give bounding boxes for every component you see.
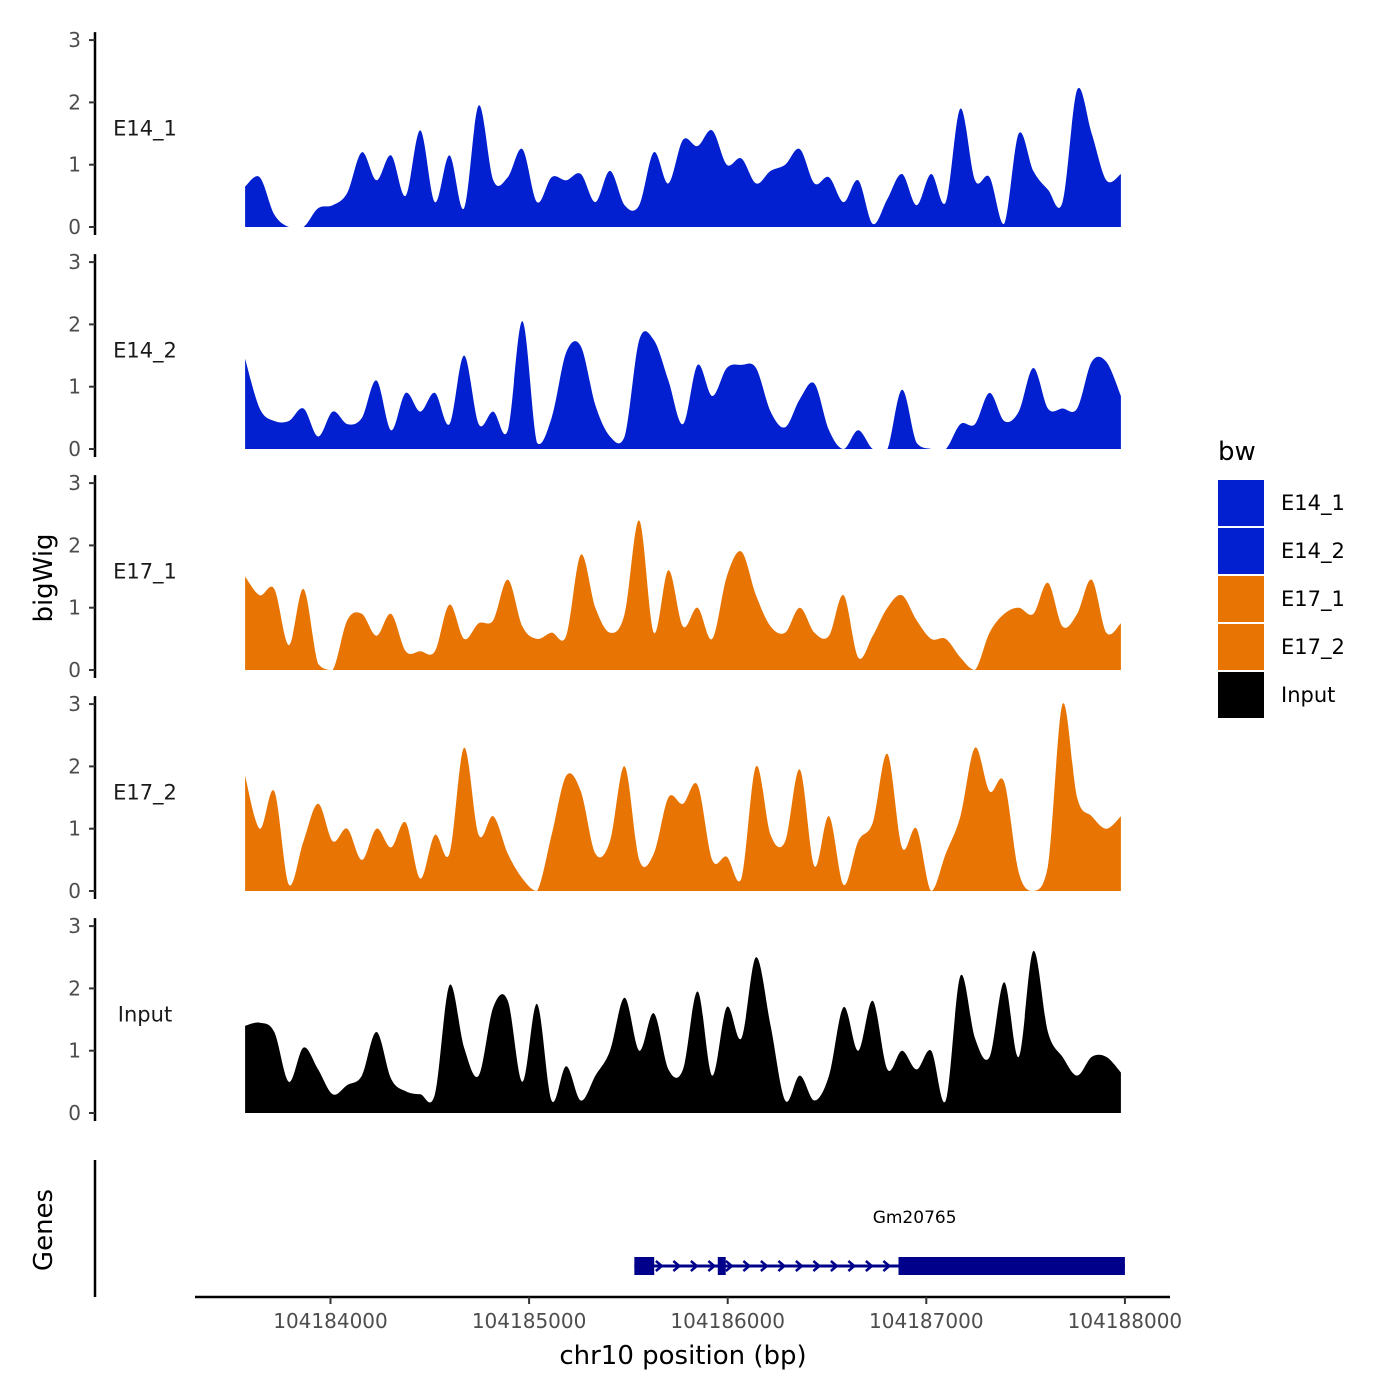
legend-label: E17_1 <box>1281 587 1345 612</box>
track-E14_2: 0 1 2 3 E14_2 <box>68 250 1121 461</box>
y-tick-label: 1 <box>68 153 81 177</box>
track-E14_1: 0 1 2 3 E14_1 <box>68 28 1121 239</box>
track-Input: 0 1 2 3 Input <box>68 914 1121 1125</box>
y-tick-label: 0 <box>68 437 81 461</box>
y-tick-label: 0 <box>68 1101 81 1125</box>
track-E17_2: 0 1 2 3 E17_2 <box>68 692 1121 903</box>
strand-chevron <box>830 1260 839 1272</box>
x-tick-label: 104187000 <box>869 1309 984 1333</box>
strand-chevron <box>655 1260 664 1272</box>
legend-title: bw <box>1218 437 1256 467</box>
y-tick-label: 0 <box>68 658 81 682</box>
y-tick-label: 1 <box>68 1039 81 1063</box>
y-tick-label: 1 <box>68 817 81 841</box>
y-tick-label: 2 <box>68 312 81 336</box>
y-tick-label: 3 <box>68 471 81 495</box>
gene-exon <box>898 1257 1125 1275</box>
y-tick-label: 2 <box>68 976 81 1000</box>
strand-chevron <box>742 1260 752 1272</box>
legend: bw E14_1 E14_2 E17_1 E17_2 Input <box>1218 437 1345 718</box>
track-label: E17_1 <box>113 560 177 585</box>
signal-area-E17_1 <box>245 520 1121 670</box>
bigwig-tracks: 0 1 2 3 E14_1 0 1 2 3 E14_2 0 1 2 3 E17_1 0 1 2 3 E17_2 0 1 2 3… <box>68 28 1121 1125</box>
strand-chevron <box>760 1260 769 1272</box>
track-label: Input <box>118 1003 172 1027</box>
legend-swatch-E14_1 <box>1218 480 1264 526</box>
y-tick-label: 3 <box>68 692 81 716</box>
x-axis-title: chr10 position (bp) <box>559 1341 806 1371</box>
strand-chevron <box>882 1260 892 1272</box>
y-tick-label: 3 <box>68 914 81 938</box>
x-tick-label: 104185000 <box>472 1309 587 1333</box>
x-axis: 104184000 104185000 104186000 104187000 1041… <box>195 1295 1183 1333</box>
y-tick-label: 1 <box>68 596 81 620</box>
gene-exon <box>634 1257 655 1275</box>
x-tick-label: 104186000 <box>670 1309 785 1333</box>
y-tick-label: 2 <box>68 754 81 778</box>
legend-label: E14_2 <box>1281 539 1345 564</box>
gene-panel: Gm20765 <box>93 1160 1125 1297</box>
strand-chevron <box>865 1260 874 1272</box>
signal-area-E14_2 <box>245 321 1121 449</box>
legend-swatch-E17_2 <box>1218 624 1264 670</box>
strand-chevron <box>847 1260 857 1272</box>
x-tick-label: 104188000 <box>1068 1309 1183 1333</box>
y-tick-label: 0 <box>68 215 81 239</box>
strand-chevron <box>672 1260 682 1272</box>
legend-swatch-Input <box>1218 672 1264 718</box>
signal-area-E14_1 <box>245 87 1121 228</box>
strand-chevron <box>725 1260 734 1272</box>
track-label: E14_1 <box>113 117 177 142</box>
legend-label: E17_2 <box>1281 635 1345 660</box>
strand-chevron <box>812 1260 822 1272</box>
y-tick-label: 2 <box>68 90 81 114</box>
track-E17_1: 0 1 2 3 E17_1 <box>68 471 1121 682</box>
legend-swatch-E17_1 <box>1218 576 1264 622</box>
y-tick-label: 1 <box>68 375 81 399</box>
gene-label: Gm20765 <box>873 1208 957 1228</box>
legend-swatch-E14_2 <box>1218 528 1264 574</box>
y-axis-title: bigWig <box>29 533 59 622</box>
track-label: E17_2 <box>113 781 177 806</box>
y-tick-label: 0 <box>68 879 81 903</box>
signal-area-E17_2 <box>245 703 1121 891</box>
strand-chevron <box>690 1260 699 1272</box>
signal-area-Input <box>245 950 1121 1113</box>
x-tick-label: 104184000 <box>273 1309 388 1333</box>
strand-chevron <box>707 1260 717 1272</box>
legend-label: Input <box>1281 683 1335 707</box>
y-tick-label: 2 <box>68 533 81 557</box>
track-label: E14_2 <box>113 339 177 364</box>
y-tick-label: 3 <box>68 28 81 52</box>
strand-chevron <box>777 1260 787 1272</box>
gene-exon <box>717 1257 726 1275</box>
strand-chevron <box>795 1260 804 1272</box>
genes-axis-title: Genes <box>29 1189 59 1271</box>
y-tick-label: 3 <box>68 250 81 274</box>
legend-label: E14_1 <box>1281 491 1345 516</box>
